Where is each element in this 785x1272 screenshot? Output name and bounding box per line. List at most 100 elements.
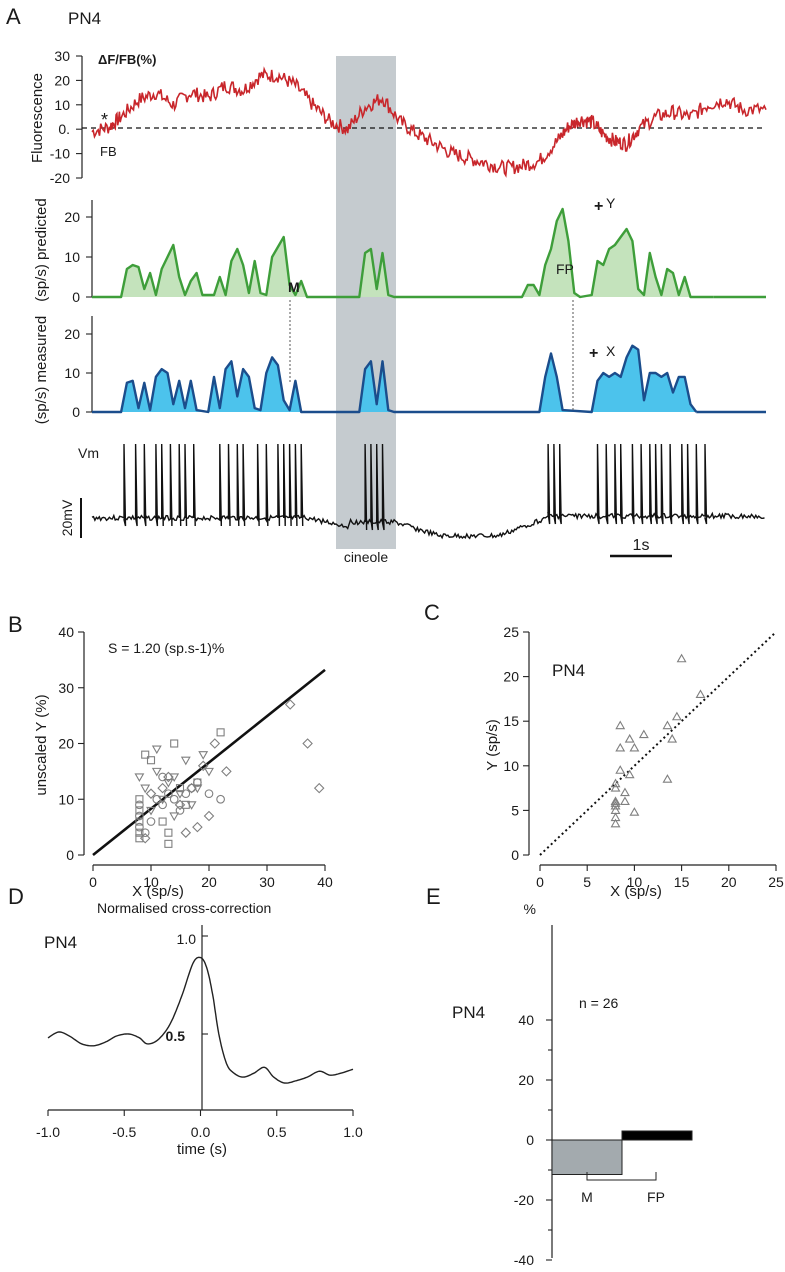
b-point-triangle-down <box>151 767 162 777</box>
d-x-tick-label: 0.5 <box>267 1124 287 1140</box>
c-y-tick-label: 5 <box>511 802 519 818</box>
b-fit-line <box>92 668 326 857</box>
c-point <box>610 798 621 807</box>
c-point <box>615 765 626 774</box>
b-point-diamond <box>192 821 203 833</box>
b-point-square <box>135 806 144 815</box>
vm-trace: Vm 20mV 1s cineole <box>59 443 765 565</box>
b-x-tick-label: 10 <box>143 874 159 890</box>
b-point-circle <box>175 806 185 815</box>
fluorescence-tick-label: 0. <box>58 121 70 137</box>
b-point-circle <box>135 811 144 821</box>
c-y-tick-label: 10 <box>503 758 519 774</box>
b-point-triangle-down <box>180 756 191 766</box>
b-y-tick-label: 20 <box>58 736 74 752</box>
vm-line <box>91 443 765 540</box>
b-point-circle <box>158 800 167 810</box>
panel-b: 0 10 20 30 40 0 10 20 30 40 S = 1.20 (sp.s-1)% X … <box>33 624 333 900</box>
b-x-tick-label: 20 <box>201 874 217 890</box>
measured-ticks: 20 10 0 <box>64 326 92 420</box>
c-y-tick-label: 0 <box>511 847 519 863</box>
b-point-square <box>141 750 150 759</box>
b-point-diamond <box>157 782 168 794</box>
fluorescence-line <box>91 66 767 178</box>
d-title: Normalised cross-correction <box>97 900 271 916</box>
e-annotation: n = 26 <box>579 995 619 1011</box>
fluorescence-y-label: Fluorescence <box>29 73 46 163</box>
fluorescence-tick-label: -10 <box>50 146 70 162</box>
fluorescence-trace: 30 20 10 0. -10 -20 ΔF/FB(%) * FB Fluorescenc… <box>29 48 767 186</box>
c-point <box>624 769 635 779</box>
d-x-label: time (s) <box>177 1141 227 1158</box>
c-point <box>615 742 626 752</box>
fluorescence-tick-label: 30 <box>54 48 70 64</box>
e-y-tick-label: 40 <box>518 1012 534 1028</box>
peak-label-y: Y <box>606 195 616 211</box>
c-point <box>629 742 640 752</box>
b-point-circle <box>140 828 150 838</box>
c-points <box>610 653 706 828</box>
peak-label-x: X <box>606 343 616 359</box>
b-y-tick-label: 30 <box>58 680 74 696</box>
time-scale-label: 1s <box>633 537 650 554</box>
c-point <box>615 720 626 730</box>
b-x-label: X (sp/s) <box>132 883 184 900</box>
rate-tick-label: 20 <box>64 209 80 225</box>
fluorescence-tick-label: -20 <box>50 170 70 186</box>
panel-letter-d: D <box>8 884 24 909</box>
b-point-circle <box>135 822 144 832</box>
b-point-diamond <box>180 827 192 838</box>
b-points <box>134 699 325 848</box>
predicted-line <box>92 207 714 299</box>
c-y-tick-label: 25 <box>503 624 519 640</box>
fluorescence-units-label: ΔF/FB(%) <box>98 52 156 67</box>
b-y-tick-label: 40 <box>58 624 74 640</box>
b-point-diamond <box>139 832 151 844</box>
b-point-triangle-down <box>134 773 145 783</box>
b-point-diamond <box>302 738 313 749</box>
b-point-circle <box>164 789 173 799</box>
c-point <box>610 778 621 788</box>
measured-line <box>92 344 698 414</box>
stimulus-label: cineole <box>344 549 389 565</box>
b-point-square <box>135 817 144 826</box>
b-point-triangle-down <box>204 767 214 777</box>
measured-fill <box>92 345 697 412</box>
b-point-circle <box>158 772 167 782</box>
e-bar-m <box>551 1139 623 1175</box>
b-point-diamond <box>284 699 296 710</box>
d-neuron-label: PN4 <box>44 933 77 952</box>
d-x-tick-label: -0.5 <box>112 1124 136 1140</box>
rate-tick-label: 10 <box>64 249 80 265</box>
b-point-diamond <box>197 760 209 772</box>
annotation-m: M <box>288 279 300 295</box>
c-ticks: 0 5 10 15 20 25 0 5 10 15 20 25 <box>503 624 784 890</box>
c-point <box>620 787 630 797</box>
b-point-diamond <box>163 771 174 783</box>
predicted-y-label: (sp/s) predicted <box>33 198 50 301</box>
e-units-label: % <box>524 901 536 917</box>
b-point-square <box>164 828 173 837</box>
e-ticks: 40 20 0 -20 -40 <box>514 1012 552 1268</box>
fluorescence-marker: * <box>101 110 108 130</box>
measured-trace: 20 10 0 + X (sp/s) measured <box>33 316 766 424</box>
b-point-circle <box>193 778 202 787</box>
rate-tick-label: 10 <box>64 365 80 381</box>
b-point-triangle-down <box>169 812 180 822</box>
annotation-fp: FP <box>556 261 574 277</box>
c-point <box>610 800 621 810</box>
fluorescence-tick-label: 20 <box>54 72 70 88</box>
b-point-circle <box>181 789 191 799</box>
predicted-fill <box>92 209 714 297</box>
panel-d: Normalised cross-correction PN4 1.0 0.5 … <box>36 900 363 1158</box>
c-point <box>662 774 673 783</box>
e-bracket <box>586 1172 657 1181</box>
b-point-triangle-down <box>198 751 209 760</box>
rate-tick-label: 20 <box>64 326 80 342</box>
c-x-tick-label: 20 <box>721 874 737 890</box>
neuron-label-a: PN4 <box>68 9 101 28</box>
b-point-square <box>135 795 144 804</box>
c-x-tick-label: 10 <box>627 874 643 890</box>
c-neuron-label: PN4 <box>552 661 585 680</box>
